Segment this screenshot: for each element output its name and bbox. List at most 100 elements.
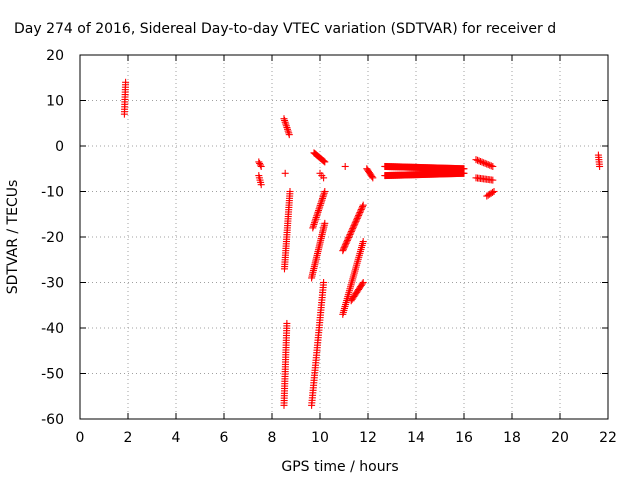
data-point bbox=[486, 161, 494, 169]
data-point bbox=[318, 196, 326, 204]
data-point bbox=[311, 217, 319, 225]
data-point bbox=[347, 229, 355, 237]
data-point bbox=[355, 210, 363, 218]
x-tick-label: 14 bbox=[407, 430, 425, 446]
x-tick-label: 4 bbox=[172, 430, 181, 446]
data-point bbox=[285, 129, 293, 137]
data-point bbox=[286, 188, 294, 195]
data-point bbox=[343, 236, 351, 244]
data-point bbox=[489, 176, 497, 184]
data-point bbox=[490, 188, 498, 195]
data-point bbox=[317, 200, 325, 208]
x-axis-label: GPS time / hours bbox=[281, 459, 398, 475]
data-point bbox=[472, 156, 480, 164]
data-point bbox=[359, 201, 367, 209]
data-point bbox=[315, 205, 323, 213]
data-point bbox=[475, 157, 483, 165]
data-point bbox=[346, 231, 354, 239]
data-point bbox=[320, 279, 328, 286]
data-point bbox=[484, 161, 492, 169]
data-point bbox=[312, 215, 320, 223]
data-point bbox=[353, 216, 361, 224]
data-point bbox=[313, 212, 321, 220]
data-point bbox=[483, 160, 491, 168]
data-point bbox=[311, 219, 319, 227]
data-point bbox=[357, 206, 365, 214]
y-tick-label: -60 bbox=[41, 412, 64, 428]
data-point bbox=[358, 280, 366, 288]
data-point bbox=[319, 194, 327, 202]
data-point bbox=[359, 238, 367, 246]
data-point bbox=[357, 207, 365, 215]
x-tick-label: 20 bbox=[551, 430, 569, 446]
data-point bbox=[309, 222, 317, 230]
data-point bbox=[341, 241, 349, 249]
x-tick-label: 2 bbox=[124, 430, 133, 446]
data-point bbox=[281, 116, 289, 124]
data-point bbox=[257, 162, 265, 170]
data-point bbox=[281, 118, 289, 126]
x-tick-label: 10 bbox=[311, 430, 329, 446]
tick-layer: 0 2 4 6 8 10 12 14 16 18 20 22 -60 -50 -40 -30 -20 -10 0 10… bbox=[41, 48, 617, 446]
data-point bbox=[256, 161, 264, 169]
data-point bbox=[282, 122, 290, 130]
x-tick-label: 16 bbox=[455, 430, 473, 446]
data-point bbox=[320, 189, 328, 197]
data-point bbox=[474, 156, 482, 164]
data-point bbox=[319, 157, 327, 165]
y-tick-label: -10 bbox=[41, 185, 64, 201]
plot-frame bbox=[79, 54, 609, 420]
data-point bbox=[477, 158, 485, 166]
data-point bbox=[343, 238, 351, 246]
data-point bbox=[310, 220, 318, 228]
data-point bbox=[489, 162, 497, 170]
data-point bbox=[348, 226, 356, 234]
chart-title: Day 274 of 2016, Sidereal Day-to-day VTE… bbox=[14, 21, 556, 37]
y-tick-label: 20 bbox=[46, 48, 64, 64]
data-point bbox=[315, 207, 323, 215]
data-point bbox=[281, 169, 289, 177]
data-point bbox=[316, 203, 324, 211]
data-point bbox=[342, 239, 350, 247]
y-tick-label: -50 bbox=[41, 367, 64, 383]
data-point bbox=[369, 174, 377, 182]
y-tick-label: -20 bbox=[41, 230, 64, 246]
data-point bbox=[313, 210, 321, 218]
data-point bbox=[284, 125, 292, 133]
data-points bbox=[120, 78, 604, 409]
data-point bbox=[309, 224, 317, 232]
data-point bbox=[352, 217, 360, 225]
data-point bbox=[319, 193, 327, 201]
data-point bbox=[345, 232, 353, 240]
data-point bbox=[317, 198, 325, 206]
x-tick-label: 18 bbox=[503, 430, 521, 446]
data-point bbox=[356, 208, 364, 216]
data-point bbox=[596, 162, 604, 170]
data-point bbox=[283, 124, 291, 132]
data-point bbox=[255, 158, 263, 166]
data-point bbox=[280, 115, 288, 123]
x-tick-label: 6 bbox=[220, 430, 229, 446]
y-tick-label: -40 bbox=[41, 321, 64, 337]
data-point bbox=[354, 213, 362, 221]
data-point bbox=[316, 201, 324, 209]
data-point bbox=[355, 211, 363, 219]
data-point bbox=[358, 204, 366, 212]
data-point bbox=[460, 169, 468, 177]
data-point bbox=[368, 173, 376, 181]
data-point bbox=[478, 158, 486, 166]
data-point bbox=[359, 203, 367, 211]
data-point bbox=[480, 159, 488, 167]
y-axis-label: SDTVAR / TECUs bbox=[5, 180, 21, 295]
data-point bbox=[339, 245, 347, 253]
data-point bbox=[320, 174, 328, 182]
x-tick-label: 0 bbox=[76, 430, 85, 446]
data-point bbox=[320, 157, 328, 165]
data-point bbox=[283, 319, 291, 327]
y-tick-label: 0 bbox=[55, 139, 64, 155]
data-point bbox=[340, 244, 348, 252]
data-point bbox=[349, 223, 357, 231]
y-tick-label: 10 bbox=[46, 94, 64, 110]
data-point bbox=[489, 188, 497, 196]
